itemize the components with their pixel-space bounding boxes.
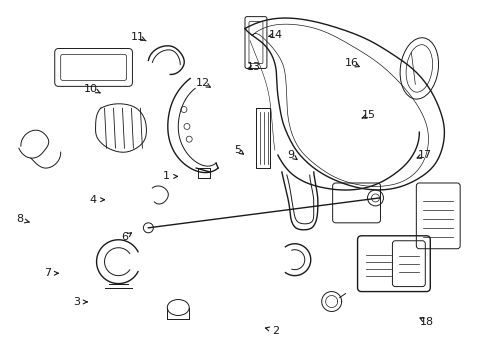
Text: 2: 2 xyxy=(272,325,279,336)
Text: 12: 12 xyxy=(196,78,210,88)
Text: 4: 4 xyxy=(90,195,97,205)
Text: 17: 17 xyxy=(417,150,431,160)
Text: 18: 18 xyxy=(419,317,433,327)
Text: 1: 1 xyxy=(163,171,170,181)
Text: 16: 16 xyxy=(344,58,358,68)
Text: 5: 5 xyxy=(233,144,240,154)
Text: 10: 10 xyxy=(84,84,98,94)
Text: 11: 11 xyxy=(130,32,144,41)
Text: 7: 7 xyxy=(43,268,51,278)
Text: 9: 9 xyxy=(286,150,294,160)
Text: 13: 13 xyxy=(247,62,261,72)
Text: 6: 6 xyxy=(122,232,128,242)
Text: 15: 15 xyxy=(361,111,375,121)
Text: 8: 8 xyxy=(16,215,23,224)
Text: 14: 14 xyxy=(268,30,283,40)
Text: 3: 3 xyxy=(73,297,80,307)
